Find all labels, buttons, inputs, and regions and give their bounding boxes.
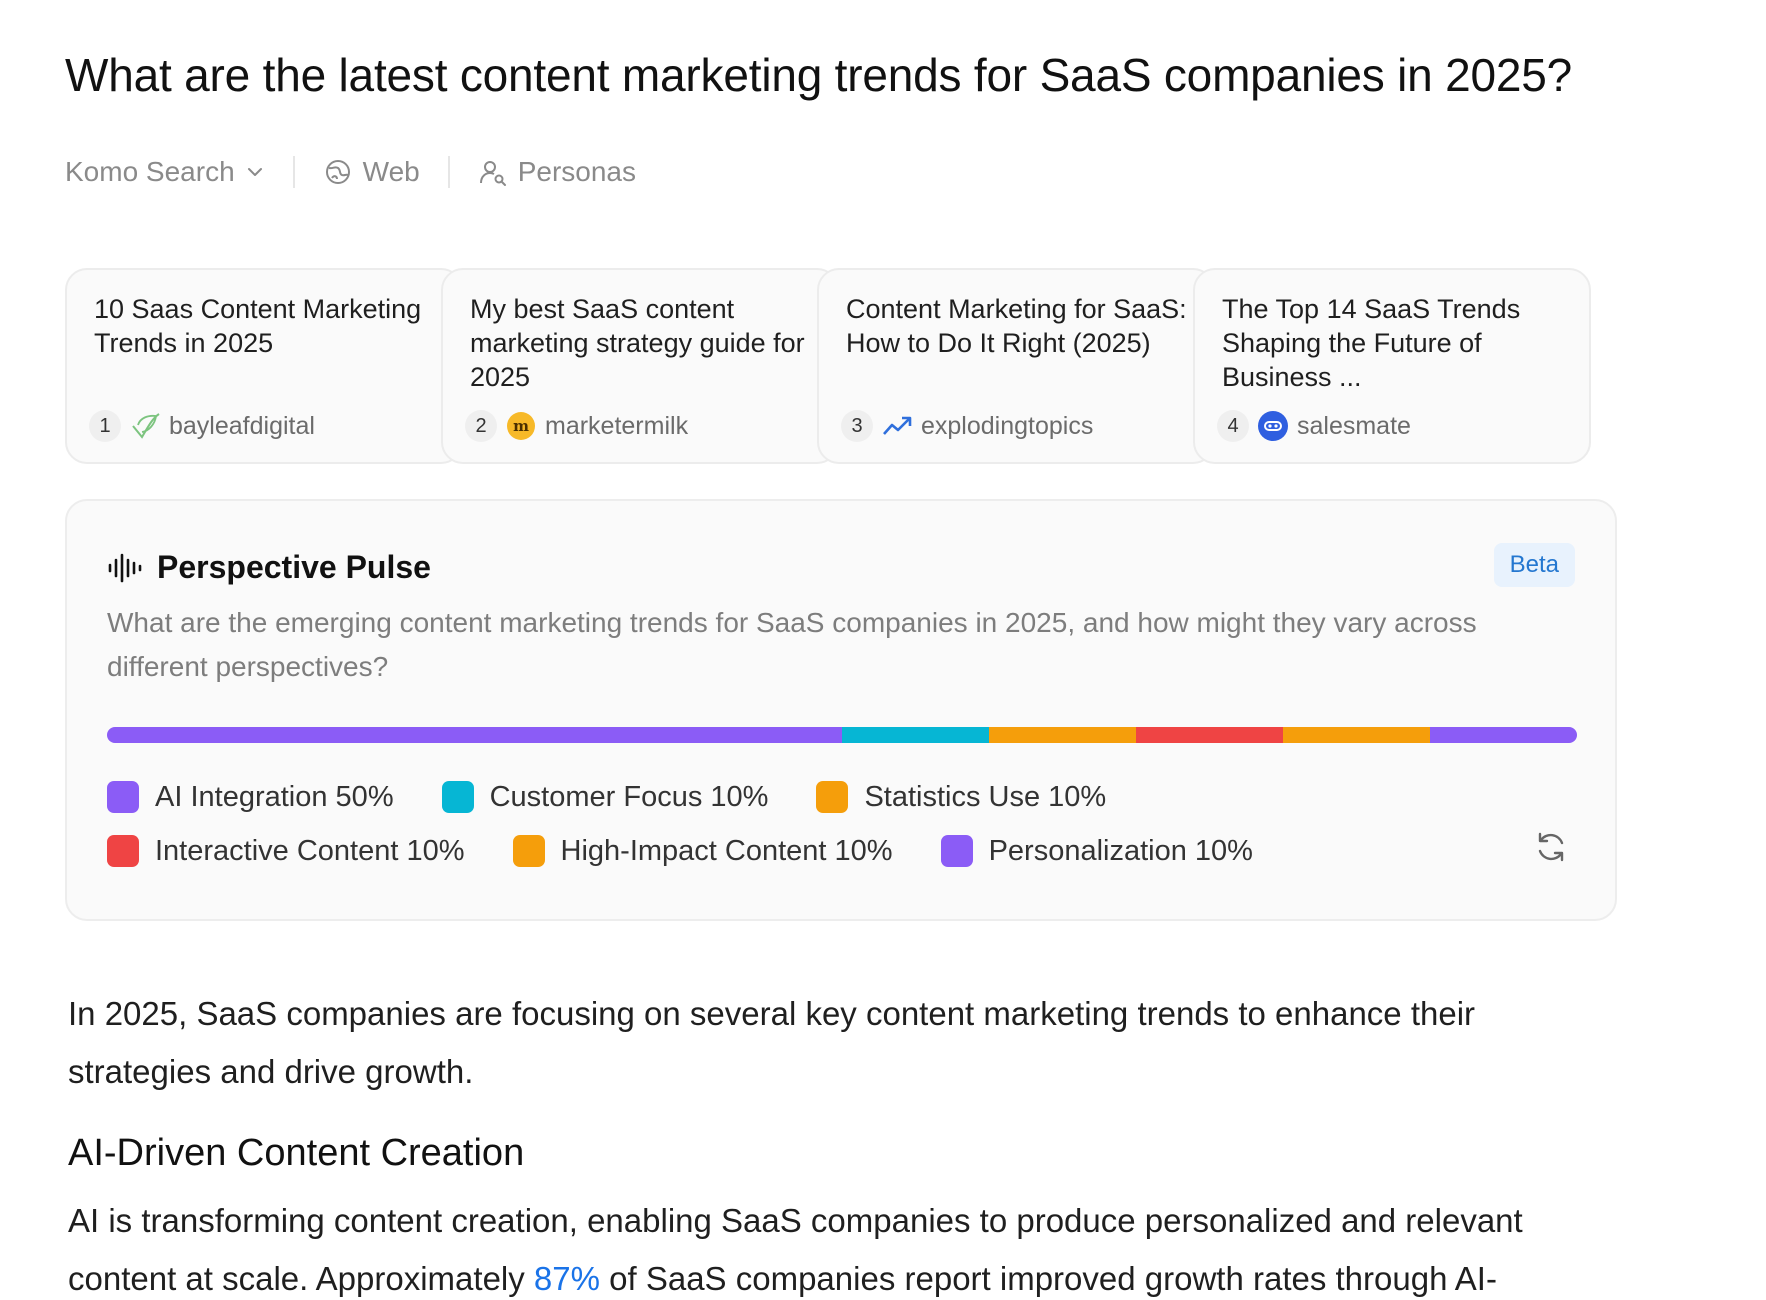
toolbar-divider bbox=[447, 156, 450, 188]
source-meta: 2 m marketermilk bbox=[465, 410, 688, 442]
bar-segment bbox=[842, 727, 989, 743]
source-meta: 1 bayleafdigital bbox=[89, 410, 315, 442]
legend-label: Statistics Use 10% bbox=[864, 780, 1107, 813]
trend-up-icon bbox=[881, 410, 913, 442]
toolbar: Komo Search Web Personas bbox=[65, 150, 636, 194]
refresh-icon[interactable] bbox=[1533, 829, 1569, 865]
intro-line: strategies and drive growth. bbox=[68, 1053, 474, 1090]
intro-paragraph: In 2025, SaaS companies are focusing on … bbox=[68, 985, 1628, 1101]
intro-line: In 2025, SaaS companies are focusing on … bbox=[68, 995, 1476, 1032]
waveform-icon bbox=[108, 553, 142, 582]
legend-item[interactable]: Personalization 10% bbox=[940, 833, 1253, 869]
source-card[interactable]: The Top 14 SaaS Trends Shaping the Futur… bbox=[1193, 268, 1591, 464]
legend-label: Personalization 10% bbox=[988, 834, 1253, 867]
chevron-down-icon bbox=[247, 168, 262, 176]
pulse-question: What are the emerging content marketing … bbox=[107, 607, 1477, 682]
page-title: What are the latest content marketing tr… bbox=[65, 49, 1573, 101]
source-card[interactable]: Content Marketing for SaaS: How to Do It… bbox=[817, 268, 1215, 464]
section-text: content at scale. Approximately bbox=[68, 1260, 534, 1297]
legend-label: Interactive Content 10% bbox=[155, 834, 465, 867]
legend-swatch bbox=[107, 835, 139, 867]
perspective-pulse-panel: Perspective Pulse Beta What are the emer… bbox=[65, 499, 1617, 921]
pulse-header: Perspective Pulse bbox=[107, 549, 431, 586]
source-meta: 3 explodingtopics bbox=[841, 410, 1093, 442]
section-line: AI is transforming content creation, ena… bbox=[68, 1202, 1523, 1239]
section-line: content at scale. Approximately 87% of S… bbox=[68, 1250, 1628, 1300]
source-meta: 4 salesmate bbox=[1217, 410, 1411, 442]
source-card[interactable]: 10 Saas Content Marketing Trends in 2025… bbox=[65, 268, 463, 464]
globe-icon bbox=[325, 160, 350, 184]
web-label: Web bbox=[362, 156, 420, 187]
sources-row: 10 Saas Content Marketing Trends in 2025… bbox=[65, 268, 1617, 468]
source-index: 4 bbox=[1217, 410, 1249, 442]
pulse-title: Perspective Pulse bbox=[157, 549, 431, 585]
bar-segment bbox=[1283, 727, 1430, 743]
legend-swatch bbox=[816, 781, 849, 813]
legend-swatch bbox=[940, 835, 973, 867]
source-index: 3 bbox=[841, 410, 873, 442]
leaf-icon bbox=[129, 410, 161, 442]
legend-swatch bbox=[512, 835, 545, 867]
source-title: My best SaaS content marketing strategy … bbox=[470, 294, 805, 392]
source-site: marketermilk bbox=[545, 411, 689, 440]
bar-segment bbox=[989, 727, 1136, 743]
legend-label: Customer Focus 10% bbox=[489, 780, 769, 813]
legend-item[interactable]: AI Integration 50% bbox=[107, 779, 394, 815]
salesmate-logo-icon bbox=[1257, 410, 1289, 442]
bar-segment bbox=[1430, 727, 1577, 743]
source-title: The Top 14 SaaS Trends Shaping the Futur… bbox=[1222, 294, 1521, 392]
legend-item[interactable]: High-Impact Content 10% bbox=[512, 833, 893, 869]
web-toggle[interactable]: Web bbox=[323, 156, 420, 188]
legend-swatch bbox=[441, 781, 474, 813]
toolbar-divider bbox=[292, 156, 295, 188]
source-index: 1 bbox=[89, 410, 121, 442]
engine-selector[interactable]: Komo Search bbox=[65, 156, 265, 188]
legend-label: High-Impact Content 10% bbox=[560, 834, 893, 867]
source-title: 10 Saas Content Marketing Trends in 2025 bbox=[94, 294, 422, 358]
source-site: bayleafdigital bbox=[169, 411, 315, 440]
section-heading: AI-Driven Content Creation bbox=[68, 1132, 525, 1174]
source-card[interactable]: My best SaaS content marketing strategy … bbox=[441, 268, 839, 464]
source-site: explodingtopics bbox=[921, 411, 1094, 440]
person-search-icon bbox=[479, 161, 506, 186]
legend-swatch bbox=[107, 781, 139, 813]
citation-link[interactable]: 87% bbox=[533, 1260, 600, 1297]
beta-badge: Beta bbox=[1493, 543, 1575, 587]
svg-text:m: m bbox=[513, 417, 529, 435]
personas-label: Personas bbox=[517, 156, 637, 187]
legend-item[interactable]: Interactive Content 10% bbox=[107, 833, 465, 869]
source-title: Content Marketing for SaaS: How to Do It… bbox=[846, 294, 1187, 358]
bar-segment bbox=[107, 727, 842, 743]
marketermilk-logo-icon: m bbox=[505, 410, 537, 442]
legend-item[interactable]: Statistics Use 10% bbox=[816, 779, 1106, 815]
section-text: of SaaS companies report improved growth… bbox=[599, 1260, 1497, 1297]
source-site: salesmate bbox=[1297, 411, 1411, 440]
bar-segment bbox=[1136, 727, 1283, 743]
personas-button[interactable]: Personas bbox=[478, 156, 636, 188]
legend-label: AI Integration 50% bbox=[155, 780, 394, 813]
distribution-bar bbox=[107, 727, 1577, 743]
source-index: 2 bbox=[465, 410, 497, 442]
section-paragraph: AI is transforming content creation, ena… bbox=[68, 1192, 1628, 1300]
engine-label: Komo Search bbox=[65, 156, 235, 187]
distribution-legend: AI Integration 50% Customer Focus 10% Stat… bbox=[107, 779, 1487, 869]
legend-item[interactable]: Customer Focus 10% bbox=[441, 779, 769, 815]
